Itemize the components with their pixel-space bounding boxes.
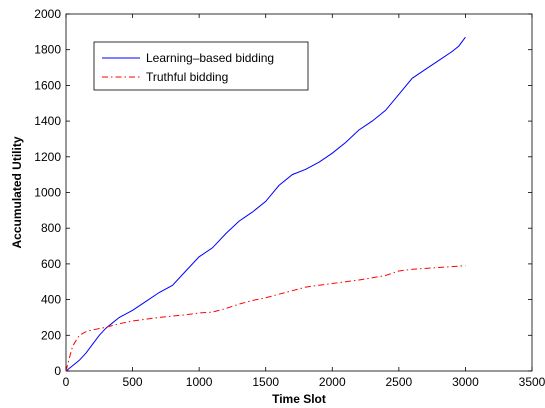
y-tick-label: 600 — [41, 257, 61, 271]
x-tick-label: 2000 — [319, 375, 346, 389]
legend-box — [93, 41, 309, 91]
y-tick-label: 400 — [41, 293, 61, 307]
x-tick-label: 1500 — [252, 375, 279, 389]
y-tick-label: 2000 — [34, 7, 61, 21]
x-axis: 0 500 1000 1500 2000 2500 3000 3500 — [63, 14, 545, 389]
y-tick-label: 200 — [41, 328, 61, 342]
y-tick-label: 1200 — [34, 150, 61, 164]
y-axis: 0 200 400 600 800 1000 1200 1400 1600 1800 2000 — [34, 7, 532, 378]
x-tick-label: 2500 — [386, 375, 413, 389]
y-tick-label: 800 — [41, 221, 61, 235]
legend: Learning–based bidding Truthful bidding — [93, 41, 309, 91]
plot-area — [65, 36, 466, 372]
legend-entry-truthful: Truthful bidding — [146, 70, 228, 84]
y-tick-label: 0 — [54, 364, 61, 378]
x-tick-label: 3500 — [519, 375, 545, 389]
y-tick-label: 1400 — [34, 114, 61, 128]
x-tick-label: 1000 — [186, 375, 213, 389]
x-tick-label: 0 — [63, 375, 70, 389]
y-tick-label: 1600 — [34, 78, 61, 92]
y-tick-label: 1000 — [34, 186, 61, 200]
x-tick-label: 500 — [123, 375, 143, 389]
x-tick-label: 3000 — [452, 375, 479, 389]
series-line-1 — [65, 265, 466, 372]
legend-entry-learning: Learning–based bidding — [146, 51, 274, 65]
x-axis-label: Time Slot — [272, 392, 326, 406]
y-axis-label: Accumulated Utility — [10, 136, 24, 248]
series-line-0 — [65, 36, 466, 372]
y-tick-label: 1800 — [34, 43, 61, 57]
